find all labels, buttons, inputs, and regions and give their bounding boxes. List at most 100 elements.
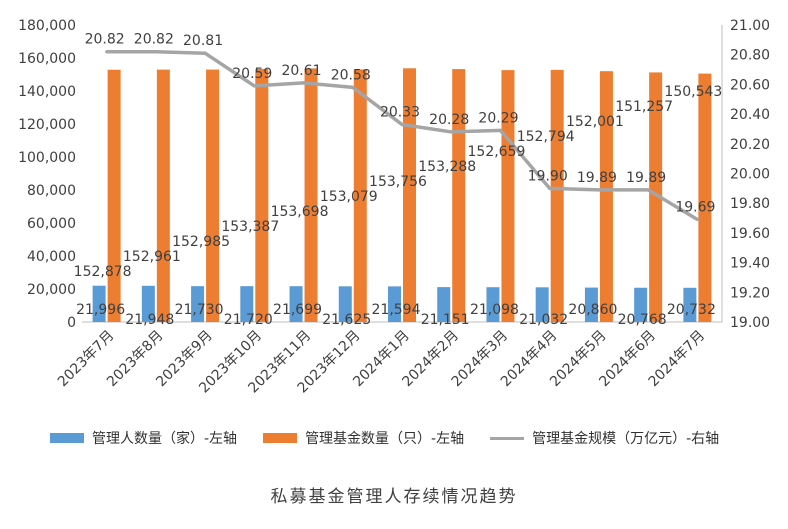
data-label-funds: 153,288: [418, 159, 476, 175]
data-label-scale: 20.59: [232, 66, 272, 82]
data-label-managers: 21,996: [76, 302, 125, 318]
legend-item-managers: 管理人数量（家）-左轴: [50, 428, 237, 448]
legend-label-scale: 管理基金规模（万亿元）-右轴: [532, 431, 720, 447]
left-tick-label: 120,000: [18, 117, 76, 133]
legend-swatch-scale: [490, 436, 525, 440]
data-label-managers: 21,594: [372, 302, 421, 318]
data-label-scale: 20.82: [134, 32, 174, 48]
legend-item-scale: 管理基金规模（万亿元）-右轴: [490, 428, 719, 448]
data-label-scale: 20.81: [183, 33, 223, 49]
point-scale: [105, 50, 109, 54]
bar-managers: [437, 287, 451, 322]
right-tick-label: 20.20: [730, 137, 770, 153]
legend-swatch-funds: [263, 433, 298, 443]
data-label-managers: 21,730: [175, 302, 224, 318]
right-tick-label: 20.60: [730, 77, 770, 93]
right-tick-label: 20.40: [730, 107, 770, 123]
data-label-funds: 153,079: [320, 189, 378, 205]
point-scale: [203, 51, 207, 55]
bar-funds: [550, 69, 564, 323]
point-scale: [548, 186, 552, 190]
right-tick-label: 19.80: [730, 196, 770, 212]
bar-funds: [501, 70, 515, 323]
data-label-funds: 152,961: [123, 249, 181, 265]
data-label-managers: 21,948: [125, 312, 174, 328]
data-label-funds: 151,257: [615, 99, 673, 115]
bar-funds: [206, 69, 220, 322]
data-label-scale: 20.28: [429, 112, 469, 128]
bar-funds: [156, 69, 170, 322]
bar-funds: [107, 69, 121, 322]
bar-managers: [634, 287, 648, 322]
data-label-scale: 19.89: [577, 170, 617, 186]
point-scale: [400, 122, 404, 126]
data-label-managers: 21,151: [421, 312, 470, 328]
right-tick-label: 19.60: [730, 226, 770, 242]
data-label-scale: 20.33: [380, 104, 420, 120]
data-label-scale: 19.69: [675, 200, 715, 216]
data-label-funds: 153,387: [221, 219, 279, 235]
left-tick-label: 40,000: [27, 249, 76, 265]
data-label-scale: 19.90: [528, 168, 568, 184]
right-tick-label: 19.00: [730, 315, 770, 331]
data-label-managers: 21,032: [519, 312, 568, 328]
bar-managers: [141, 285, 155, 322]
right-tick-label: 19.40: [730, 256, 770, 272]
point-scale: [646, 188, 650, 192]
chart-caption: 私募基金管理人存续情况趋势: [270, 487, 518, 507]
point-scale: [252, 84, 256, 88]
data-label-funds: 152,878: [74, 264, 132, 280]
bar-funds: [353, 69, 367, 322]
legend-item-funds: 管理基金数量（只）-左轴: [263, 428, 464, 448]
data-label-scale: 19.89: [626, 170, 666, 186]
bar-funds: [599, 71, 613, 322]
right-tick-label: 21.00: [730, 18, 770, 34]
point-scale: [351, 85, 355, 89]
legend-label-funds: 管理基金数量（只）-左轴: [305, 431, 465, 447]
data-label-managers: 20,732: [667, 302, 716, 318]
left-tick-label: 160,000: [18, 51, 76, 67]
data-label-managers: 21,625: [322, 312, 371, 328]
data-label-funds: 152,985: [172, 234, 230, 250]
bar-managers: [191, 286, 205, 322]
left-tick-label: 60,000: [27, 216, 76, 232]
data-label-managers: 20,768: [618, 312, 667, 328]
data-label-managers: 21,720: [224, 312, 273, 328]
left-tick-label: 0: [67, 315, 76, 331]
data-label-funds: 152,659: [468, 144, 526, 160]
bar-managers: [240, 286, 254, 322]
left-tick-label: 100,000: [18, 150, 76, 166]
legend-label-managers: 管理人数量（家）-左轴: [92, 431, 238, 447]
bar-funds: [649, 72, 663, 322]
data-label-funds: 150,543: [664, 84, 722, 100]
left-tick-label: 180,000: [18, 18, 76, 34]
right-tick-label: 19.20: [730, 285, 770, 301]
data-label-scale: 20.29: [478, 110, 518, 126]
data-label-funds: 153,698: [271, 204, 329, 220]
left-tick-label: 140,000: [18, 84, 76, 100]
bar-managers: [289, 286, 303, 322]
data-label-managers: 21,699: [273, 302, 322, 318]
bar-managers: [683, 287, 697, 322]
data-label-funds: 152,001: [566, 114, 624, 130]
data-label-managers: 20,860: [568, 302, 617, 318]
point-scale: [154, 50, 158, 54]
bar-managers: [486, 287, 500, 322]
bar-managers: [535, 287, 549, 322]
point-scale: [302, 81, 306, 85]
right-tick-label: 20.80: [730, 48, 770, 64]
data-label-scale: 20.58: [331, 67, 371, 83]
data-label-managers: 21,098: [470, 302, 519, 318]
data-label-scale: 20.82: [85, 32, 125, 48]
left-tick-label: 80,000: [27, 183, 76, 199]
bar-funds: [255, 68, 269, 322]
point-scale: [498, 128, 502, 132]
bar-managers: [92, 285, 106, 322]
data-label-funds: 153,756: [369, 174, 427, 190]
bar-managers: [338, 286, 352, 322]
bar-funds: [698, 73, 712, 322]
bar-funds: [304, 68, 318, 322]
left-tick-label: 20,000: [27, 282, 76, 298]
bar-funds: [403, 68, 416, 322]
